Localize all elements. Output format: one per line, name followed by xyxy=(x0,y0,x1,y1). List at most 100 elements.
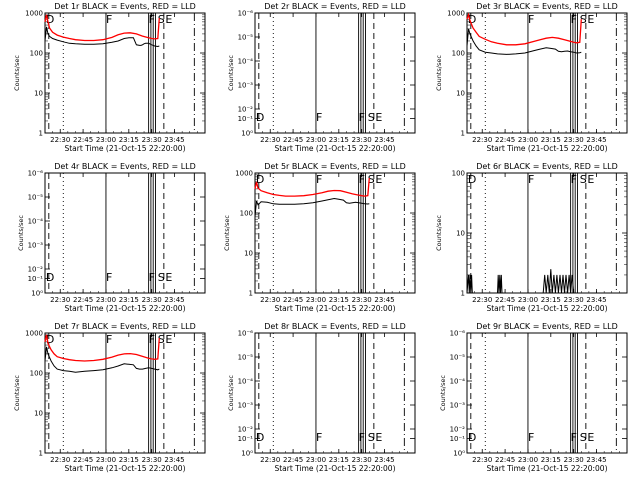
flag-letter: D xyxy=(468,13,476,26)
x-tick-label: 22:30 xyxy=(50,136,70,144)
y-tick-label: 10⁻³ xyxy=(450,402,466,410)
x-tick-label: 23:45 xyxy=(374,136,394,144)
x-axis-label: Start Time (21-Oct-15 22:20:00) xyxy=(274,464,395,473)
panel-det-9: Det 9r BLACK = Events, RED = LLD 22:30 22:… xyxy=(439,322,628,473)
series-lld xyxy=(44,14,160,42)
y-tick-label: 1000 xyxy=(447,10,465,18)
x-tick-label: 22:45 xyxy=(73,296,93,304)
flag-letter: E xyxy=(587,173,594,186)
x-axis-label: Start Time (21-Oct-15 22:20:00) xyxy=(64,464,185,473)
flag-letter: F xyxy=(106,333,112,346)
y-tick-label: 100 xyxy=(452,50,465,58)
y-tick-label: 10⁻³ xyxy=(238,82,254,90)
x-tick-label: 23:45 xyxy=(374,456,394,464)
x-tick-label: 22:30 xyxy=(260,136,280,144)
x-tick-label: 23:30 xyxy=(564,456,584,464)
panel-det-6: Det 6r BLACK = Events, RED = LLD 22:30 22:… xyxy=(435,162,628,313)
series-lld xyxy=(466,12,582,46)
flag-letter: S xyxy=(158,271,165,284)
y-tick-label: 1 xyxy=(461,130,465,138)
x-tick-label: 23:30 xyxy=(564,296,584,304)
flag-letter: S xyxy=(580,431,587,444)
flag-letter: D xyxy=(256,111,264,124)
x-tick-label: 22:45 xyxy=(495,296,515,304)
flag-letter: F xyxy=(149,333,155,346)
flag-letter: F xyxy=(316,111,322,124)
panel-det-4: Det 4r BLACK = Events, RED = LLD 22:30 22:… xyxy=(17,162,206,313)
flag-letter: S xyxy=(368,111,375,124)
plot-frame xyxy=(254,12,416,134)
x-tick-label: 23:30 xyxy=(352,296,372,304)
x-tick-label: 23:45 xyxy=(586,296,606,304)
y-axis-label: Counts/sec xyxy=(13,375,21,411)
flag-letter: E xyxy=(165,333,172,346)
y-axis-label: Counts/sec xyxy=(439,375,447,411)
x-axis-label: Start Time (21-Oct-15 22:20:00) xyxy=(486,304,607,313)
panel-title: Det 5r BLACK = Events, RED = LLD xyxy=(264,162,406,171)
x-tick-label: 23:15 xyxy=(329,456,349,464)
panel-title: Det 3r BLACK = Events, RED = LLD xyxy=(476,2,618,11)
flag-letter: S xyxy=(158,13,165,26)
y-tick-label: 10⁻⁵ xyxy=(238,354,254,362)
panel-det-3: Det 3r BLACK = Events, RED = LLD 22:30 22:… xyxy=(435,2,628,153)
plot-frame xyxy=(466,172,628,294)
y-tick-label: 100 xyxy=(452,170,465,178)
y-tick-label: 10 xyxy=(34,90,43,98)
series-events xyxy=(466,269,575,294)
y-tick-label: 10⁻³ xyxy=(28,242,44,250)
y-tick-label: 10⁻¹ xyxy=(238,435,254,443)
x-tick-label: 23:00 xyxy=(518,296,538,304)
y-tick-label: 1 xyxy=(39,130,43,138)
y-tick-label: 10⁻² xyxy=(238,106,254,114)
panel-title: Det 7r BLACK = Events, RED = LLD xyxy=(54,322,196,331)
y-axis-label: Counts/sec xyxy=(227,55,235,91)
y-tick-label: 1000 xyxy=(235,170,253,178)
x-tick-label: 23:45 xyxy=(164,456,184,464)
x-tick-label: 23:15 xyxy=(119,456,139,464)
y-tick-label: 10⁻⁴ xyxy=(238,378,254,386)
x-tick-label: 23:30 xyxy=(142,456,162,464)
x-axis-label: Start Time (21-Oct-15 22:20:00) xyxy=(274,144,395,153)
panel-det-5: Det 5r BLACK = Events, RED = LLD 22:30 22:… xyxy=(223,162,416,313)
y-tick-label: 10 xyxy=(34,410,43,418)
flag-letter: F xyxy=(106,271,112,284)
plot-frame xyxy=(254,332,416,454)
flag-letter: S xyxy=(158,333,165,346)
x-tick-label: 22:45 xyxy=(283,136,303,144)
y-tick-label: 100 xyxy=(240,210,253,218)
flag-letter: E xyxy=(165,271,172,284)
y-tick-label: 100 xyxy=(30,370,43,378)
flag-letter: D xyxy=(46,13,54,26)
y-axis-label: Counts/sec xyxy=(435,215,443,251)
x-tick-label: 22:45 xyxy=(495,136,515,144)
y-tick-label: 10⁻¹ xyxy=(450,435,466,443)
x-tick-label: 23:30 xyxy=(564,136,584,144)
panel-det-1: Det 1r BLACK = Events, RED = LLD 22:30 22:… xyxy=(13,2,206,153)
y-tick-label: 10⁻³ xyxy=(238,402,254,410)
x-tick-label: 22:30 xyxy=(260,296,280,304)
flag-letter: S xyxy=(368,431,375,444)
flag-letter: D xyxy=(46,271,54,284)
plot-frame xyxy=(44,332,206,454)
y-tick-label: 10 xyxy=(456,90,465,98)
x-tick-label: 23:30 xyxy=(352,456,372,464)
y-tick-label: 10⁻⁶ xyxy=(238,10,254,18)
x-tick-label: 23:30 xyxy=(142,136,162,144)
series-events xyxy=(44,346,160,373)
y-tick-label: 10 xyxy=(456,230,465,238)
y-tick-label: 10⁻¹ xyxy=(28,275,44,283)
flag-letter: D xyxy=(468,431,476,444)
y-tick-label: 10⁻⁵ xyxy=(28,194,44,202)
x-tick-label: 22:45 xyxy=(73,136,93,144)
y-tick-label: 10⁻¹ xyxy=(238,115,254,123)
y-tick-label: 10⁰ xyxy=(241,450,253,458)
x-tick-label: 23:00 xyxy=(306,136,326,144)
flag-letter: D xyxy=(468,173,476,186)
y-axis-label: Counts/sec xyxy=(13,55,21,91)
y-tick-label: 10⁰ xyxy=(31,290,43,298)
panel-title: Det 9r BLACK = Events, RED = LLD xyxy=(476,322,618,331)
flag-letter: E xyxy=(375,431,382,444)
x-tick-label: 22:45 xyxy=(283,296,303,304)
x-tick-label: 23:30 xyxy=(142,296,162,304)
x-tick-label: 23:00 xyxy=(96,296,116,304)
